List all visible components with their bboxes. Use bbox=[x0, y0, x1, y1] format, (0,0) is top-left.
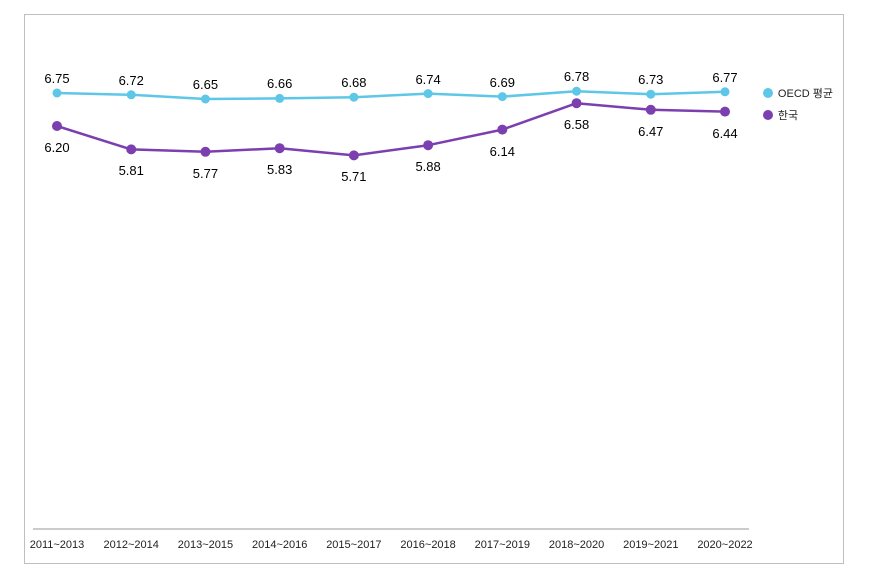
data-label-oecd: 6.78 bbox=[564, 69, 589, 84]
plot-area bbox=[25, 15, 845, 565]
legend-label-korea: 한국 bbox=[778, 107, 798, 123]
data-label-oecd: 6.74 bbox=[415, 72, 440, 87]
legend-dot-korea bbox=[763, 110, 773, 120]
series-marker-korea bbox=[646, 105, 656, 115]
series-marker-oecd bbox=[127, 90, 136, 99]
x-axis-label: 2018~2020 bbox=[549, 539, 604, 551]
series-marker-korea bbox=[52, 121, 62, 131]
series-marker-oecd bbox=[275, 94, 284, 103]
series-marker-korea bbox=[275, 143, 285, 153]
x-axis-label: 2013~2015 bbox=[178, 539, 233, 551]
data-label-korea: 6.58 bbox=[564, 117, 589, 132]
x-axis-label: 2019~2021 bbox=[623, 539, 678, 551]
data-label-korea: 5.81 bbox=[119, 163, 144, 178]
data-label-korea: 5.83 bbox=[267, 162, 292, 177]
series-marker-korea bbox=[497, 125, 507, 135]
series-marker-oecd bbox=[53, 89, 62, 98]
x-axis-label: 2015~2017 bbox=[326, 539, 381, 551]
series-marker-korea bbox=[423, 140, 433, 150]
series-marker-oecd bbox=[498, 92, 507, 101]
x-axis-label: 2011~2013 bbox=[30, 539, 85, 551]
data-label-oecd: 6.66 bbox=[267, 76, 292, 91]
x-axis-label: 2016~2018 bbox=[400, 539, 455, 551]
x-axis-label: 2020~2022 bbox=[697, 539, 752, 551]
legend-item-korea: 한국 bbox=[763, 107, 833, 123]
data-label-korea: 5.77 bbox=[193, 166, 218, 181]
legend: OECD 평균 한국 bbox=[763, 85, 833, 129]
chart-frame: OECD 평균 한국 2011~2013 2012~2014 2013~2015 20… bbox=[24, 14, 844, 564]
series-marker-korea bbox=[720, 107, 730, 117]
data-label-korea: 5.88 bbox=[415, 159, 440, 174]
series-marker-korea bbox=[572, 98, 582, 108]
series-marker-korea bbox=[126, 144, 136, 154]
series-marker-oecd bbox=[572, 87, 581, 96]
series-marker-oecd bbox=[646, 90, 655, 99]
series-marker-oecd bbox=[349, 93, 358, 102]
data-label-korea: 6.47 bbox=[638, 124, 663, 139]
x-axis-label: 2012~2014 bbox=[104, 539, 159, 551]
data-label-oecd: 6.73 bbox=[638, 72, 663, 87]
series-marker-korea bbox=[200, 147, 210, 157]
data-label-oecd: 6.72 bbox=[119, 73, 144, 88]
legend-dot-oecd bbox=[763, 88, 773, 98]
legend-label-oecd: OECD 평균 bbox=[778, 85, 833, 101]
series-marker-oecd bbox=[201, 95, 210, 104]
series-marker-oecd bbox=[721, 87, 730, 96]
data-label-oecd: 6.75 bbox=[44, 71, 69, 86]
series-marker-oecd bbox=[424, 89, 433, 98]
data-label-korea: 6.20 bbox=[44, 140, 69, 155]
data-label-korea: 6.44 bbox=[712, 126, 737, 141]
data-label-oecd: 6.77 bbox=[712, 70, 737, 85]
series-marker-korea bbox=[349, 150, 359, 160]
data-label-korea: 6.14 bbox=[490, 144, 515, 159]
x-axis-label: 2014~2016 bbox=[252, 539, 307, 551]
legend-item-oecd: OECD 평균 bbox=[763, 85, 833, 101]
series-line-korea bbox=[57, 103, 725, 155]
data-label-oecd: 6.65 bbox=[193, 77, 218, 92]
series-line-oecd bbox=[57, 91, 725, 99]
x-axis-label: 2017~2019 bbox=[475, 539, 530, 551]
data-label-oecd: 6.69 bbox=[490, 75, 515, 90]
data-label-korea: 5.71 bbox=[341, 169, 366, 184]
data-label-oecd: 6.68 bbox=[341, 75, 366, 90]
